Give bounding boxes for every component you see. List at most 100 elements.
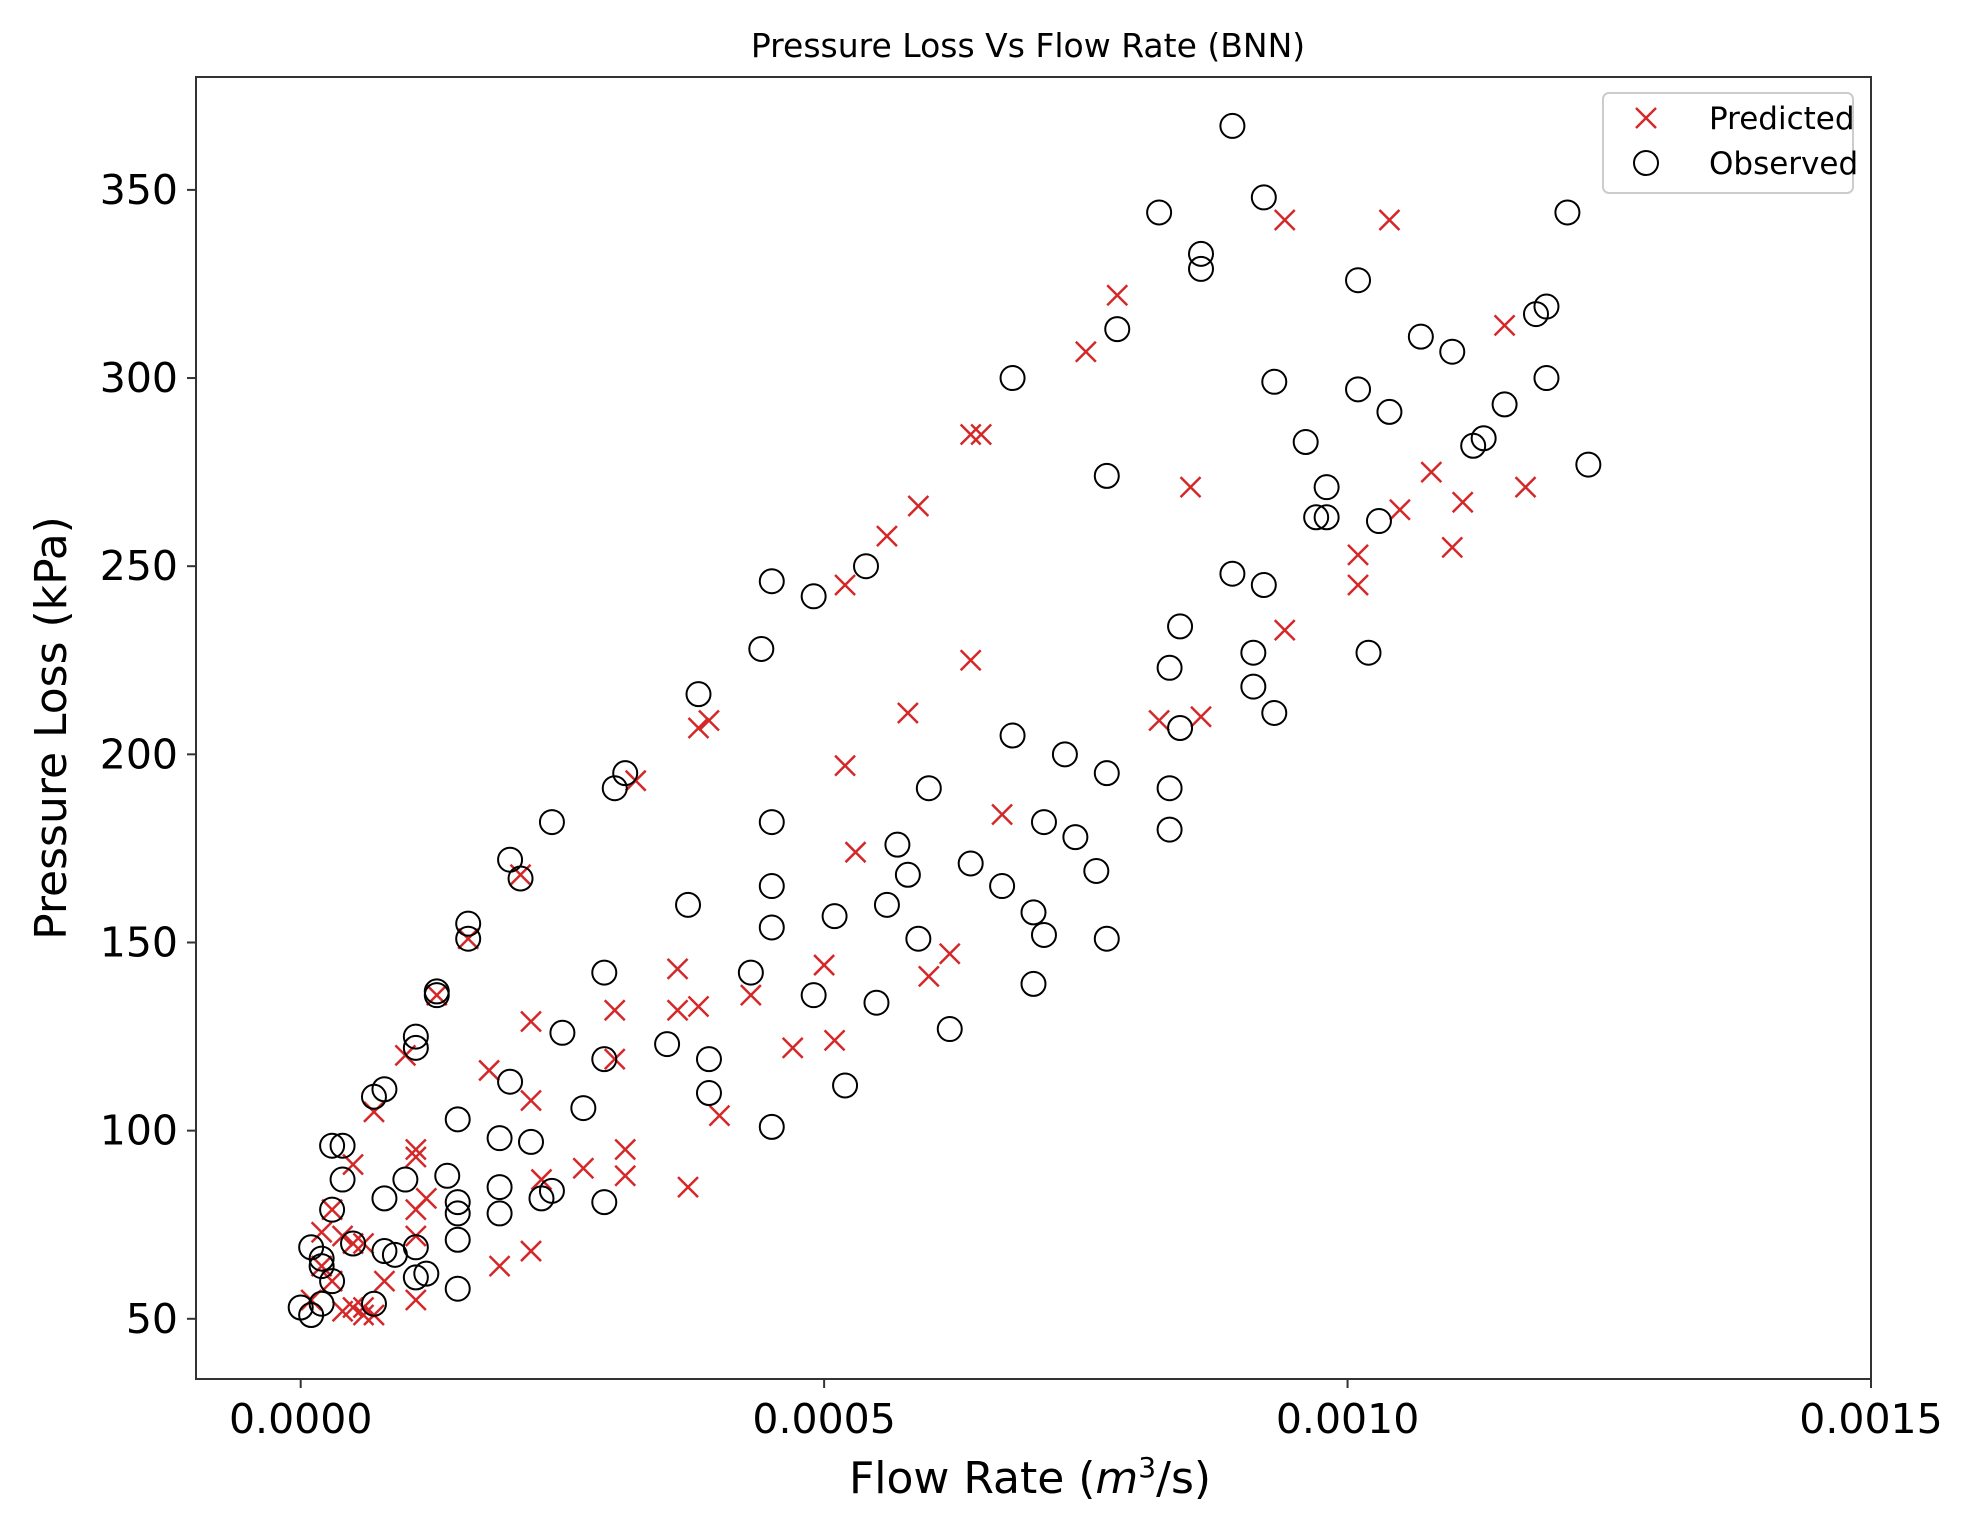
observed-point	[758, 568, 785, 595]
predicted-point	[938, 942, 961, 965]
observed-point	[800, 583, 827, 610]
observed-point	[444, 1200, 471, 1227]
observed-point	[319, 1268, 346, 1295]
observed-point	[894, 861, 921, 888]
y-tick-label: 150	[100, 918, 178, 966]
predicted-point	[834, 574, 856, 596]
observed-point	[1303, 504, 1330, 531]
observed-point	[1439, 338, 1466, 365]
observed-point	[1219, 112, 1246, 139]
observed-point	[444, 1106, 471, 1133]
observed-point	[737, 959, 764, 986]
observed-point	[319, 1196, 346, 1223]
observed-point	[1020, 970, 1047, 997]
observed-point	[989, 873, 1016, 900]
predicted-point	[970, 423, 993, 446]
observed-point	[1240, 673, 1267, 700]
x-axis: 0.0000 0.0005 0.0010 0.0015	[229, 1379, 1943, 1443]
predicted-point	[1148, 709, 1171, 732]
observed-point	[873, 891, 900, 918]
observed-point	[1093, 462, 1120, 489]
observed-point	[695, 1080, 722, 1107]
observed-point	[1470, 425, 1497, 452]
observed-point	[1219, 560, 1246, 587]
predicted-point	[1514, 476, 1537, 499]
observed-point	[1355, 639, 1382, 666]
predicted-point	[739, 984, 762, 1007]
observed-point	[444, 1226, 471, 1253]
y-tick-label: 300	[100, 354, 178, 402]
observed-point	[863, 989, 890, 1016]
observed-point	[591, 1189, 618, 1216]
predicted-point	[1074, 340, 1097, 363]
predicted-point	[478, 1059, 501, 1082]
predicted-point	[781, 1036, 804, 1059]
legend-label-predicted: Predicted	[1709, 101, 1855, 137]
observed-point	[486, 1125, 513, 1152]
predicted-point	[666, 957, 689, 980]
observed-point	[612, 760, 639, 787]
predicted-point	[1451, 491, 1474, 514]
predicted-point	[614, 1164, 637, 1187]
observed-point	[1261, 699, 1288, 726]
observed-point	[654, 1031, 681, 1058]
observed-point	[392, 1166, 419, 1193]
observed-point	[1575, 451, 1602, 478]
observed-point	[1020, 899, 1047, 926]
x-tick-label: 0.0005	[752, 1395, 895, 1443]
observed-point	[402, 1023, 429, 1050]
predicted-point	[1493, 314, 1516, 337]
observed-point	[308, 1253, 335, 1280]
observed-point	[402, 1264, 429, 1291]
predicted-point	[342, 1232, 364, 1255]
predicted-point	[520, 1089, 542, 1112]
predicted-point	[614, 1138, 637, 1161]
observed-point	[381, 1241, 408, 1268]
observed-point	[1167, 613, 1194, 640]
observed-point	[1062, 824, 1089, 851]
observed-point	[1533, 365, 1560, 392]
predicted-point	[917, 965, 940, 988]
observed-point	[1156, 816, 1183, 843]
observed-point	[319, 1132, 346, 1159]
observed-point	[423, 982, 450, 1009]
observed-point	[1104, 316, 1131, 343]
observed-point	[1188, 240, 1214, 267]
legend-item-observed: Observed	[1633, 146, 1858, 182]
observed-point	[1250, 184, 1277, 211]
observed-point	[1240, 639, 1267, 666]
observed-point	[1491, 391, 1518, 418]
predicted-point	[959, 423, 982, 446]
observed-point	[340, 1230, 367, 1257]
observed-point	[936, 1016, 963, 1043]
x-axis-label: Flow Rate (m3/s)	[849, 1451, 1211, 1504]
observed-point	[444, 1275, 471, 1302]
observed-point	[444, 1189, 471, 1216]
observed-point	[999, 722, 1026, 749]
observed-point	[591, 1046, 618, 1073]
predicted-point	[530, 1168, 553, 1191]
observed-point	[591, 959, 618, 986]
observed-point	[371, 1238, 398, 1265]
x-tick-label: 0.0015	[1799, 1395, 1942, 1443]
observed-point	[538, 809, 565, 836]
observed-point	[1051, 741, 1078, 768]
predicted-point	[876, 525, 898, 547]
predicted-point	[823, 1029, 846, 1052]
y-axis-label: Pressure Loss (kPa)	[26, 516, 77, 940]
observed-point	[1156, 775, 1183, 802]
observed-point	[1313, 504, 1340, 531]
observed-point	[308, 1245, 335, 1272]
observed-point	[486, 1174, 513, 1201]
predicted-point	[603, 999, 626, 1022]
predicted-point	[1389, 498, 1411, 521]
predicted-point	[404, 1198, 427, 1221]
observed-point	[884, 831, 911, 858]
predicted-point	[404, 1146, 427, 1168]
predicted-point	[310, 1221, 333, 1244]
predicted-point	[1179, 476, 1202, 499]
plot-area	[195, 76, 1872, 1380]
observed-point	[1407, 323, 1434, 350]
x-tick-label: 0.0000	[229, 1395, 372, 1443]
observed-point	[1030, 921, 1057, 948]
